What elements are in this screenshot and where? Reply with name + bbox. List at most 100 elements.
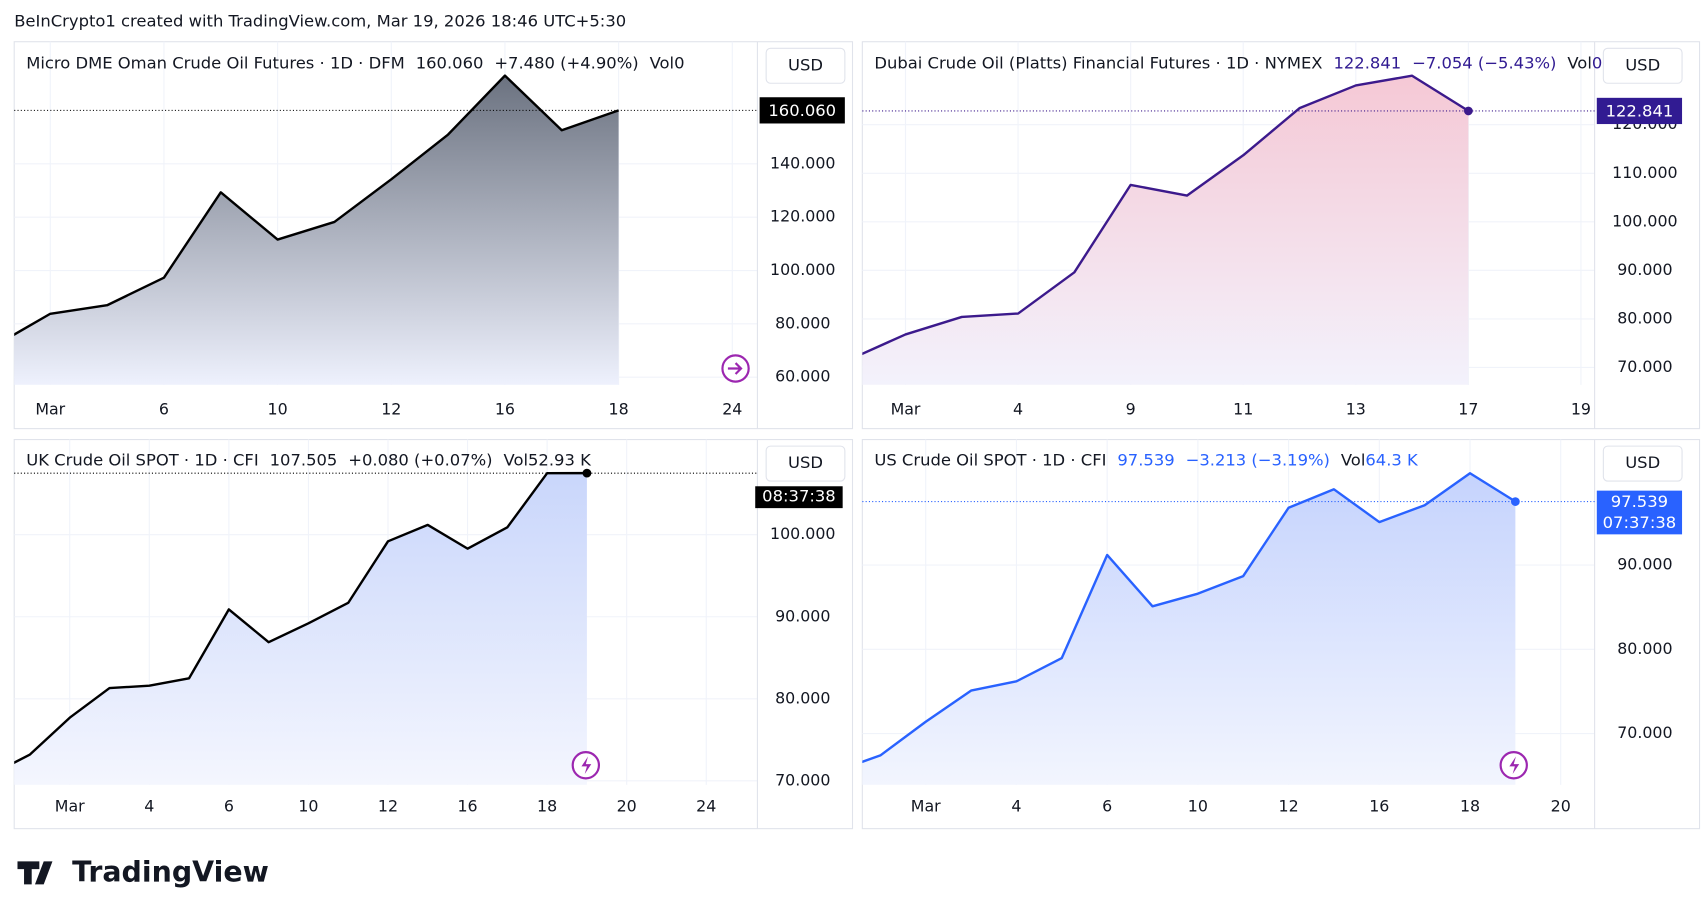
legend-header: UK Crude Oil SPOT · 1D · CFI 107.505 +0.08… <box>26 450 592 469</box>
last-price: 160.060 <box>416 53 484 72</box>
x-tick-label: Mar <box>891 400 921 419</box>
x-tick-label: 6 <box>1102 796 1112 815</box>
volume-label: Vol <box>504 450 528 469</box>
x-tick-label: 10 <box>268 400 288 419</box>
price-badge <box>759 97 845 124</box>
area-fill <box>14 473 587 785</box>
x-tick-label: 6 <box>224 796 234 815</box>
y-tick-label: 120.000 <box>770 207 835 226</box>
countdown-label: 07:37:38 <box>1603 513 1677 532</box>
price-line <box>862 74 1470 356</box>
y-tick-label: 90.000 <box>775 606 830 625</box>
y-tick-label: 60.000 <box>775 367 830 386</box>
plot <box>14 471 587 785</box>
charts: 60.000 80.000 100.000 120.000 140.000 Mar 6 10 1… <box>13 41 1701 830</box>
countdown-label: 08:37:38 <box>762 487 836 506</box>
plot <box>862 74 1470 385</box>
y-tick-label: 90.000 <box>1617 555 1672 574</box>
y-tick-label: 70.000 <box>775 770 830 789</box>
x-tick-label: 10 <box>1188 796 1208 815</box>
replay-arrow <box>727 362 743 375</box>
x-tick-label: 16 <box>457 796 477 815</box>
x-tick-label: 4 <box>1011 796 1021 815</box>
last-price: 122.841 <box>1333 53 1401 72</box>
volume-value: 0 <box>674 53 684 72</box>
y-tick-label: 140.000 <box>770 153 835 172</box>
y-tick-label: 80.000 <box>775 313 830 332</box>
volume-value: 64.3 K <box>1365 450 1419 469</box>
currency-label: USD <box>788 453 823 472</box>
area-fill <box>862 473 1516 785</box>
price-change: −7.054 (−5.43%) <box>1412 53 1556 72</box>
x-tick-label: Mar <box>911 796 941 815</box>
last-point <box>1464 106 1473 116</box>
x-tick-label: 18 <box>1460 796 1480 815</box>
price-badge <box>1596 97 1683 125</box>
plot <box>862 472 1517 785</box>
x-tick-label: 20 <box>1551 796 1571 815</box>
countdown-badge <box>755 486 843 509</box>
x-tick-label: 18 <box>537 796 557 815</box>
x-tick-label: 16 <box>1369 796 1389 815</box>
flash-bolt <box>1509 756 1520 775</box>
x-tick-label: 20 <box>617 796 637 815</box>
x-tick-label: 16 <box>495 400 515 419</box>
y-tick-label: 100.000 <box>770 524 835 543</box>
price-line <box>14 471 587 765</box>
y-tick-label: 100.000 <box>1612 211 1677 230</box>
currency-label: USD <box>1625 55 1660 74</box>
symbol-title: Dubai Crude Oil (Platts) Financial Futur… <box>874 53 1322 72</box>
price-line <box>862 472 1517 764</box>
y-tick-label: 80.000 <box>1617 308 1672 327</box>
y-tick-label: 80.000 <box>1617 639 1672 658</box>
volume-value: 0 <box>1592 53 1602 72</box>
area-fill <box>14 75 619 385</box>
x-tick-label: 4 <box>144 796 154 815</box>
y-tick-label: 110.000 <box>1612 163 1677 182</box>
y-tick-label: 70.000 <box>1617 357 1672 376</box>
x-tick-label: 12 <box>1279 796 1299 815</box>
symbol-title: US Crude Oil SPOT · 1D · CFI <box>874 450 1106 469</box>
chart-panel: 60.000 80.000 100.000 120.000 140.000 Mar 6 10 1… <box>13 41 854 430</box>
x-tick-label: 24 <box>722 400 742 419</box>
x-tick-label: 11 <box>1233 400 1253 419</box>
currency-button[interactable] <box>765 47 846 84</box>
price-change: +0.080 (+0.07%) <box>348 450 492 469</box>
last-price: 107.505 <box>270 450 338 469</box>
price-badge-label: 122.841 <box>1606 102 1674 121</box>
currency-button[interactable] <box>1602 445 1683 482</box>
currency-button[interactable] <box>1602 47 1683 84</box>
chart-panel: 70.00080.00090.000100.000110.000120.000M… <box>861 41 1701 430</box>
last-point <box>1511 497 1520 506</box>
price-change: +7.480 (+4.90%) <box>494 53 638 72</box>
header-text: BeInCrypto1 created with TradingView.com… <box>14 12 626 31</box>
x-tick-label: 17 <box>1458 400 1478 419</box>
x-tick-label: 24 <box>696 796 716 815</box>
y-tick-label: 90.000 <box>1617 260 1672 279</box>
volume-value: 52.93 K <box>528 450 592 469</box>
x-tick-label: 13 <box>1346 400 1366 419</box>
currency-button[interactable] <box>765 445 846 482</box>
x-tick-label: Mar <box>35 400 65 419</box>
price-badge-label: 160.060 <box>768 101 836 120</box>
currency-label: USD <box>788 55 823 74</box>
x-tick-label: 4 <box>1013 400 1023 419</box>
symbol-title: UK Crude Oil SPOT · 1D · CFI <box>26 450 258 469</box>
price-change: −3.213 (−3.19%) <box>1186 450 1330 469</box>
legend-header: Micro DME Oman Crude Oil Futures · 1D · … <box>26 53 684 72</box>
footer-logo: TradingView <box>17 855 269 888</box>
price-badge-label: 97.539 <box>1611 492 1668 511</box>
x-tick-label: 9 <box>1126 400 1136 419</box>
price-badge <box>1596 490 1683 535</box>
legend-header: US Crude Oil SPOT · 1D · CFI 97.539 −3.213… <box>874 450 1419 469</box>
volume-label: Vol <box>1567 53 1592 72</box>
last-point <box>582 468 592 478</box>
area-fill <box>862 75 1469 385</box>
price-line <box>14 74 620 336</box>
volume-label: Vol <box>650 53 675 72</box>
x-tick-label: 19 <box>1571 400 1591 419</box>
y-tick-label: 100.000 <box>770 260 835 279</box>
legend-header: Dubai Crude Oil (Platts) Financial Futur… <box>874 53 1602 72</box>
